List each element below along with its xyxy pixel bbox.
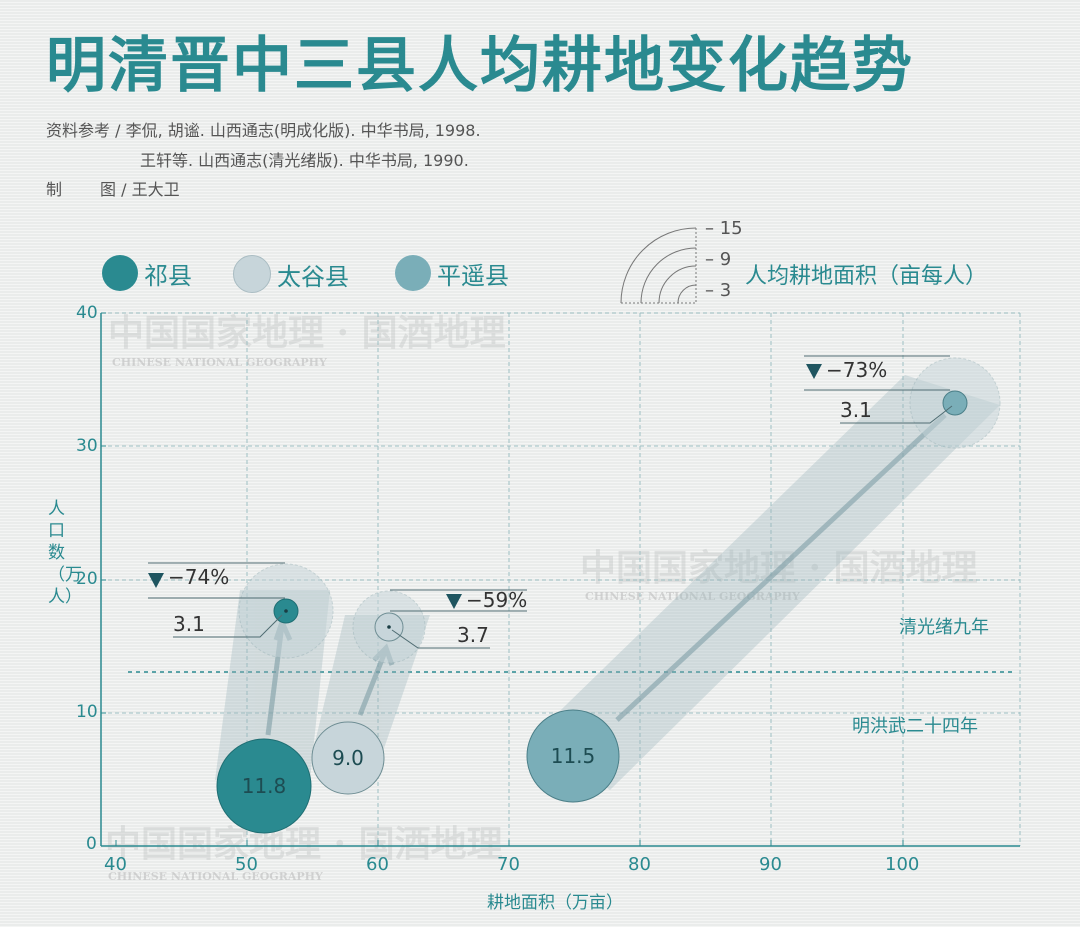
qixian-ming-value: 11.8 [241,774,287,798]
svg-text:CHINESE NATIONAL GEOGRAPHY: CHINESE NATIONAL GEOGRAPHY [112,356,327,369]
y-axis-title: 人口数（万人） [48,499,82,607]
y-tick: 10 [76,702,98,722]
size-tick-9: – 9 [705,249,732,270]
pingyao-qing-value: 3.1 [840,398,872,422]
pingyao-ming-circle [526,709,620,803]
credit-line: 制 图 / 王大卫 [46,176,180,200]
legend-label: 平遥县 [437,261,509,290]
credit-label: 制 [46,180,63,199]
size-tick-15: – 15 [705,218,743,239]
pingyao-change-label: −73% [826,358,888,382]
decline-triangle-icon [148,364,822,609]
y-tick: 20 [76,569,98,589]
legend-item-qixian: 祁县 [102,255,192,291]
x-tick: 70 [497,854,520,875]
y-tick: 0 [86,834,97,854]
qixian-change-label: −74% [168,565,230,589]
taigu-change-label: −59% [466,588,528,612]
y-tick: 40 [76,303,98,323]
leader-lines [148,355,953,649]
legend-item-taigu: 太谷县 [233,255,349,293]
x-tick: 40 [104,854,127,875]
qixian-ming-circle [216,738,312,834]
source-line-1: 资料参考 / 李侃, 胡谧. 山西通志(明成化版). 中华书局, 1998. [46,121,481,140]
svg-text:中国国家地理 · 国酒地理: 中国国家地理 · 国酒地理 [108,312,506,354]
legend-label: 太谷县 [277,262,349,291]
legend-item-pingyao: 平遥县 [395,255,509,291]
pingyao-qing-circle [942,390,968,416]
size-legend-icon [620,227,697,304]
svg-text:CHINESE NATIONAL GEOGRAPHY: CHINESE NATIONAL GEOGRAPHY [108,870,323,883]
size-legend-title: 人均耕地面积（亩每人） [745,264,988,289]
svg-text:中国国家地理 · 国酒地理: 中国国家地理 · 国酒地理 [105,823,503,865]
axis-ticks [101,312,904,846]
taigu-ming-value: 9.0 [332,746,364,770]
credit-author: 图 / 王大卫 [100,180,180,199]
y-tick: 30 [76,436,98,456]
chart-title: 明清晋中三县人均耕地变化趋势 [46,31,914,101]
legend-label: 祁县 [144,261,192,290]
x-tick: 60 [366,854,389,875]
legend-dot-icon [395,255,431,291]
legend-dot-icon [102,255,138,291]
x-axis-title: 耕地面积（万亩） [487,893,623,913]
source-line-2: 王轩等. 山西通志(清光绪版). 中华书局, 1990. [140,151,469,170]
era-label-ming: 明洪武二十四年 [852,716,978,737]
x-tick: 80 [628,854,651,875]
qixian-qing-value: 3.1 [173,612,205,636]
taigu-qing-value: 3.7 [457,623,489,647]
size-tick-3: – 3 [705,280,732,301]
x-tick: 100 [885,854,920,875]
taigu-ming-circle [311,721,385,795]
x-tick: 90 [759,854,782,875]
x-tick: 50 [235,854,258,875]
era-label-qing: 清光绪九年 [899,617,989,638]
pingyao-ming-value: 11.5 [550,744,596,768]
watermark: 中国国家地理 · 国酒地理 CHINESE NATIONAL GEOGRAPHY… [105,312,978,883]
legend-dot-icon [233,255,271,293]
gridlines [101,312,1021,846]
